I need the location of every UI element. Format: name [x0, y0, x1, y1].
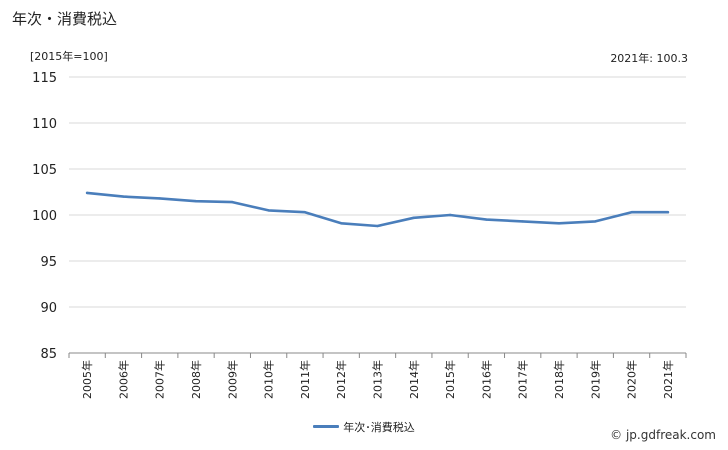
x-tick-label: 2013年	[371, 360, 385, 399]
data-point	[85, 191, 89, 195]
data-point	[303, 211, 307, 214]
x-tick-label: 2008年	[189, 360, 203, 399]
data-point	[594, 220, 597, 223]
source-credit: © jp.gdfreak.com	[610, 428, 716, 442]
latest-value-label: 2021年: 100.3	[610, 52, 688, 65]
x-tick-labels: 2005年 2006年 2007年 2008年 2009年 2010年 2011年 2012年…	[80, 360, 675, 399]
data-point	[557, 222, 561, 225]
x-tick-label: 2012年	[334, 360, 348, 399]
axes	[68, 352, 687, 358]
y-tick-label: 105	[32, 163, 57, 178]
y-tick-label: 85	[40, 347, 57, 362]
y-tick-label: 90	[40, 301, 57, 316]
data-point	[630, 211, 633, 214]
data-point	[485, 218, 488, 221]
x-tick-label: 2011年	[298, 360, 312, 399]
data-point	[267, 209, 270, 212]
x-tick-label: 2005年	[80, 360, 94, 399]
x-tick-label: 2015年	[443, 360, 457, 399]
unit-label: [2015年=100]	[30, 50, 108, 63]
data-point	[122, 195, 125, 198]
data-point	[158, 197, 161, 200]
x-tick-label: 2006年	[116, 360, 130, 399]
series	[85, 191, 670, 228]
chart-title: 年次・消費税込	[12, 10, 118, 28]
y-tick-label: 95	[40, 255, 57, 270]
x-tick-label: 2009年	[225, 360, 239, 399]
data-point	[340, 222, 343, 225]
x-tick-label: 2018年	[552, 360, 566, 399]
x-tick-label: 2010年	[262, 360, 276, 399]
legend-item: 年次･消費税込	[313, 419, 415, 435]
y-tick-labels: 85 90 95 100 105 110 115	[32, 71, 57, 362]
x-tick-label: 2019年	[588, 360, 602, 399]
x-tick-label: 2021年	[661, 360, 675, 399]
x-tick-label: 2016年	[479, 360, 493, 399]
data-point	[376, 224, 379, 228]
data-point	[194, 200, 198, 203]
y-tick-label: 110	[32, 117, 57, 132]
data-point	[666, 211, 670, 214]
data-point	[231, 200, 234, 204]
legend-swatch	[313, 425, 340, 428]
y-tick-label: 115	[32, 71, 57, 86]
legend: 年次･消費税込	[0, 418, 728, 435]
x-tick-label: 2017年	[516, 360, 530, 399]
data-point	[412, 216, 415, 219]
grid-lines	[69, 76, 686, 354]
x-tick-label: 2007年	[153, 360, 167, 399]
data-point	[521, 220, 524, 223]
y-tick-label: 100	[32, 209, 57, 224]
series-line-0	[85, 191, 670, 228]
legend-label: 年次･消費税込	[343, 420, 415, 434]
x-tick-label: 2014年	[407, 360, 421, 399]
x-tick-label: 2020年	[625, 360, 639, 399]
data-point	[448, 213, 452, 217]
